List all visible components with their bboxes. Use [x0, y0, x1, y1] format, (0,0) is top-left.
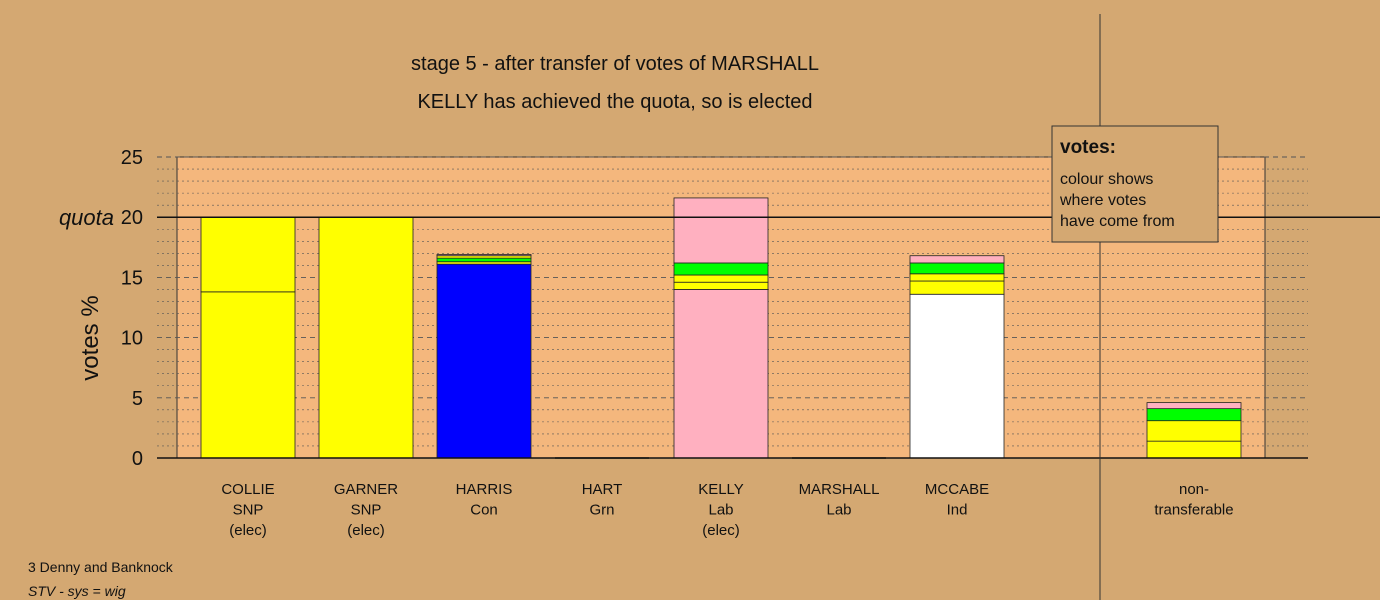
category-label: Lab — [826, 502, 851, 519]
category-label: (elec) — [229, 522, 267, 539]
footer-system: STV - sys = wig — [28, 583, 126, 599]
bar-segment — [673, 274, 769, 283]
category-label: Lab — [708, 502, 733, 519]
bar-segment — [436, 254, 532, 257]
category-label: transferable — [1154, 502, 1233, 519]
category-label: GARNER — [334, 481, 398, 498]
category-label: MCCABE — [925, 481, 989, 498]
bar-segment — [1146, 408, 1242, 422]
bar-segment — [909, 255, 1005, 264]
bar-segment — [200, 291, 296, 459]
y-tick-label: 5 — [132, 388, 143, 410]
y-tick-label: 25 — [121, 147, 143, 169]
x-category-labels: COLLIE SNP (elec) GARNER SNP (elec) HARRIS Con H… — [221, 481, 1233, 539]
category-label: Ind — [947, 502, 968, 519]
bar-segment — [1146, 402, 1242, 410]
legend-line-2: where votes — [1059, 192, 1146, 209]
bar-segment — [673, 281, 769, 290]
legend-line-3: have come from — [1060, 213, 1175, 230]
bar-segment — [909, 262, 1005, 275]
category-label: SNP — [233, 502, 264, 519]
bar-segment — [673, 289, 769, 459]
bar-segment — [673, 197, 769, 264]
bar-segment — [909, 280, 1005, 295]
bar-harris — [436, 254, 532, 459]
legend-line-1: colour shows — [1060, 171, 1153, 188]
category-label: (elec) — [702, 522, 740, 539]
y-tick-label: 10 — [121, 328, 143, 350]
category-label: HART — [582, 481, 623, 498]
category-label: (elec) — [347, 522, 385, 539]
y-axis-label: votes % — [77, 295, 104, 380]
legend: votes: colour shows where votes have com… — [1051, 125, 1219, 243]
bar-segment — [436, 257, 532, 263]
category-label: Con — [470, 502, 498, 519]
bar-collie — [200, 216, 296, 459]
category-label: HARRIS — [456, 481, 513, 498]
y-tick-labels: 0 5 10 15 20 25 — [121, 147, 143, 470]
bar-segment — [1146, 420, 1242, 442]
bar-segment — [436, 263, 532, 459]
chart-subtitle: KELLY has achieved the quota, so is elec… — [417, 91, 813, 113]
y-tick-label: 15 — [121, 267, 143, 289]
bar-non — [1146, 402, 1242, 459]
category-label: SNP — [351, 502, 382, 519]
bar-mccabe — [909, 255, 1005, 459]
y-tick-label: 0 — [132, 448, 143, 470]
category-label: non- — [1179, 481, 1209, 498]
bar-segment — [318, 216, 414, 459]
chart-title: stage 5 - after transfer of votes of MAR… — [411, 53, 819, 75]
bar-segment — [200, 216, 296, 293]
category-label: KELLY — [698, 481, 744, 498]
category-label: COLLIE — [221, 481, 274, 498]
bar-segment — [909, 293, 1005, 459]
bar-segment — [673, 262, 769, 276]
footer-ward: 3 Denny and Banknock — [28, 559, 173, 575]
legend-heading: votes: — [1060, 137, 1116, 158]
category-label: Grn — [589, 502, 614, 519]
bar-segment — [909, 273, 1005, 282]
y-tick-label: 20 — [121, 207, 143, 229]
bar-kelly — [673, 197, 769, 459]
category-label: MARSHALL — [799, 481, 880, 498]
quota-label: quota — [59, 205, 114, 230]
bars — [200, 197, 1242, 459]
bar-garner — [318, 216, 414, 459]
bar-segment — [1146, 440, 1242, 459]
